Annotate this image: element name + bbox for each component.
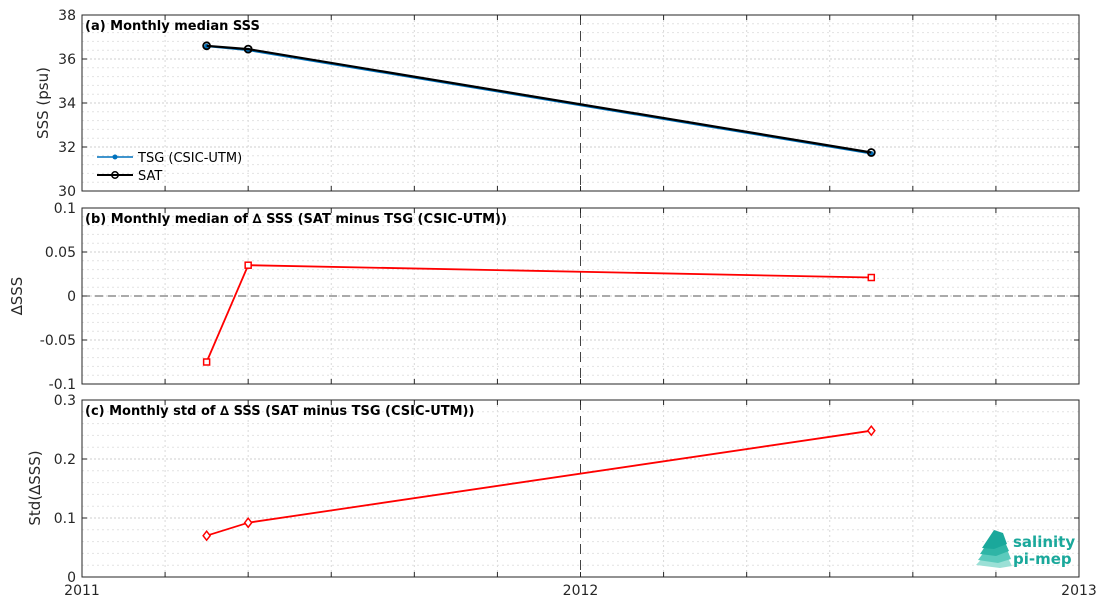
x-tick-label: 2012 [563,583,599,599]
panel-title-a: (a) Monthly median SSS [85,19,260,34]
legend-label-sat: SAT [138,169,162,184]
series-layer-b [202,261,876,366]
y-tick-label: 0.1 [54,511,76,527]
legend: TSG (CSIC-UTM) SAT [97,151,242,184]
grid-a [82,14,1079,192]
y-tick-label: 0 [67,289,76,305]
legend-sat-marker [111,171,119,179]
series-layer-c [202,424,876,542]
y-tick-label: 0.1 [54,201,76,217]
data-point [202,529,212,542]
ticks-b: -0.1 -0.05 0 0.05 0.1 [40,201,1080,393]
ticks-a: 30 32 34 36 38 [58,8,1080,200]
data-point [244,261,252,269]
data-point [866,424,876,437]
y-tick-label: 36 [58,52,76,68]
data-point [243,44,253,54]
data-point [866,148,876,157]
legend-tsg-marker [112,154,118,160]
y-tick-label: 30 [58,184,76,200]
y-axis-label-b: ∆SSS [8,277,26,317]
panel-title-c: (c) Monthly std of ∆ SSS (SAT minus TSG … [85,404,474,419]
logo-text-line1: salinity [1013,533,1075,551]
panel-b: -0.1 -0.05 0 0.05 0.1 ∆SSS (b) Monthly media… [8,201,1080,393]
data-point [202,41,212,51]
logo-text-line2: pi-mep [1013,550,1072,568]
data-point [867,273,876,282]
logo-waves-icon [976,530,1012,568]
y-tick-label: 34 [58,96,76,112]
y-tick-label: 0.3 [54,393,76,409]
grid-b [82,207,1079,385]
series-line-0-1 [206,44,872,154]
y-tick-label: 0.05 [45,245,76,261]
y-tick-label: 0.2 [54,452,76,468]
y-tick-label: -0.1 [49,377,76,393]
y-tick-label: 38 [58,8,76,24]
salinity-pi-mep-logo: salinity pi-mep [976,530,1075,568]
data-point [243,516,253,529]
y-tick-label: 32 [58,140,76,156]
ticks-c: 0 0.1 0.2 0.3 2011 2012 2013 [54,393,1097,599]
grid-c [82,399,1079,578]
y-tick-label: 0 [67,570,76,586]
series-layer-a [202,41,876,157]
panel-c: 0 0.1 0.2 0.3 2011 2012 2013 Std(∆SSS) (c) Mon… [26,393,1097,599]
y-tick-label: -0.05 [40,333,76,349]
x-tick-label: 2011 [64,583,100,599]
panel-title-b: (b) Monthly median of ∆ SSS (SAT minus T… [85,212,507,227]
y-axis-label-c: Std(∆SSS) [26,450,44,525]
panel-a: 30 32 34 36 38 SSS (psu) (a) Monthly median … [34,8,1080,200]
y-axis-label-a: SSS (psu) [34,67,52,139]
x-tick-label: 2013 [1061,583,1097,599]
legend-label-tsg: TSG (CSIC-UTM) [137,151,242,166]
data-point [202,358,211,366]
